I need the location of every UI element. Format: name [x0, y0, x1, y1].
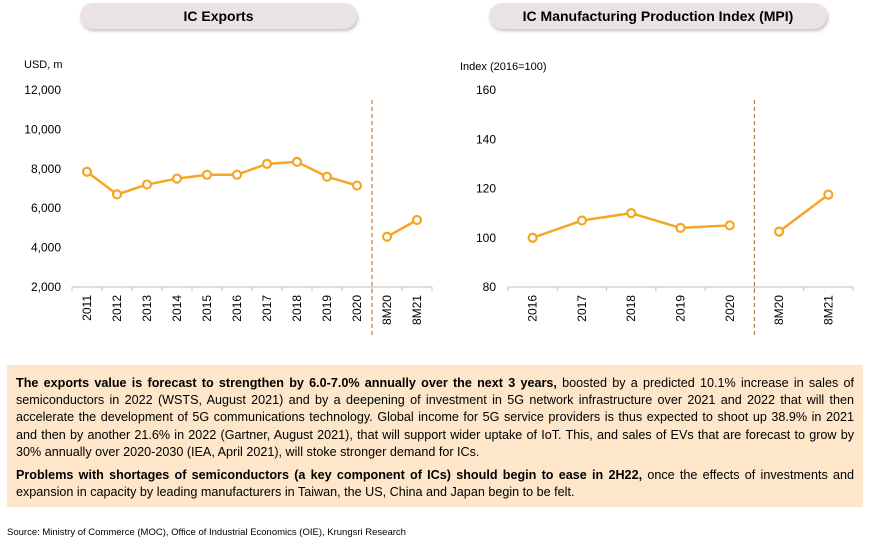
exports-series-line-1: [86, 160, 358, 196]
mpi-x-tick-label: 8M21: [821, 295, 835, 325]
mpi-data-point: [675, 222, 686, 233]
mpi-x-tick-label: 2019: [674, 295, 688, 322]
source-note: Source: Ministry of Commerce (MOC), Offi…: [7, 527, 406, 538]
mpi-x-tick-label: 2016: [526, 295, 540, 322]
exports-y-tick-label: 6,000: [31, 201, 61, 215]
exports-x-tick-label: 2014: [170, 295, 184, 322]
exports-data-point: [351, 180, 363, 191]
exports-y-tick-label: 2,000: [31, 280, 61, 294]
paragraph-1-text: boosted by a predicted 10.1% increase in…: [16, 376, 855, 459]
exports-data-point: [411, 214, 423, 226]
exports-y-tick-label: 12,000: [24, 83, 61, 97]
exports-x-tick-label: 2015: [200, 295, 214, 322]
exports-x-tick-label: 2013: [140, 295, 154, 322]
paragraph-2: Problems with shortages of semiconductor…: [16, 467, 854, 501]
paragraph-1: The exports value is forecast to strengt…: [16, 375, 854, 461]
mpi-y-unit-label: Index (2016=100): [460, 61, 547, 73]
exports-x-tick-label: 8M21: [410, 295, 424, 325]
mpi-x-tick-label: 2018: [624, 295, 638, 322]
exports-data-point: [321, 171, 333, 182]
exports-series-line-2: [386, 218, 418, 238]
mpi-x-tick-label: 8M20: [772, 295, 786, 325]
mpi-y-tick-label: 140: [476, 132, 496, 146]
exports-x-tick-label: 2020: [350, 295, 364, 322]
chart2-title: IC Manufacturing Production Index (MPI): [489, 3, 827, 29]
exports-x-tick-label: 8M20: [380, 295, 394, 325]
mpi-y-tick-label: 120: [476, 182, 496, 196]
paragraph-1-bold: The exports value is forecast to strengt…: [16, 376, 557, 390]
commentary-box: The exports value is forecast to strengt…: [7, 365, 863, 507]
paragraph-2-text: once the effects of investments and expa…: [16, 468, 855, 500]
mpi-x-tick-label: 2020: [723, 295, 737, 322]
mpi-chart: Index (2016=100) 80 100 120 140 160 2016 2017 20…: [460, 61, 854, 337]
exports-x-tick-label: 2019: [320, 295, 334, 322]
exports-y-tick-label: 4,000: [31, 241, 61, 255]
mpi-y-tick-label: 160: [476, 83, 496, 97]
exports-data-point: [201, 169, 213, 180]
exports-data-point: [141, 179, 153, 190]
exports-y-tick-label: 8,000: [31, 162, 61, 176]
exports-data-point: [381, 231, 393, 242]
chart1-title: IC Exports: [80, 3, 357, 29]
exports-x-tick-label: 2016: [230, 295, 244, 322]
mpi-data-point: [773, 226, 785, 237]
exports-data-point: [261, 158, 273, 169]
exports-y-unit-label: USD, m: [24, 59, 63, 71]
exports-data-point: [81, 166, 93, 177]
mpi-y-tick-label: 80: [483, 280, 497, 294]
exports-data-point: [171, 173, 183, 184]
exports-data-point: [231, 169, 243, 180]
exports-x-tick-label: 2017: [260, 295, 274, 322]
mpi-series-line-2: [778, 193, 830, 233]
exports-y-tick-label: 10,000: [24, 122, 61, 136]
mpi-data-point: [527, 232, 538, 243]
exports-x-tick-label: 2011: [80, 295, 94, 321]
mpi-y-tick-label: 100: [476, 231, 496, 245]
mpi-data-point: [823, 189, 834, 200]
exports-data-point: [111, 189, 123, 200]
ic-exports-chart: USD, m 2,000 4,000 6,000 8,000 10,000 12,000 20…: [24, 59, 433, 337]
mpi-data-point: [576, 215, 588, 226]
paragraph-2-bold: Problems with shortages of semiconductor…: [16, 468, 643, 483]
mpi-data-point: [724, 220, 735, 231]
exports-x-tick-label: 2012: [110, 295, 124, 322]
mpi-x-tick-label: 2017: [575, 295, 589, 322]
exports-x-tick-label: 2018: [290, 295, 304, 322]
exports-data-point: [291, 156, 303, 168]
mpi-data-point: [626, 208, 637, 219]
